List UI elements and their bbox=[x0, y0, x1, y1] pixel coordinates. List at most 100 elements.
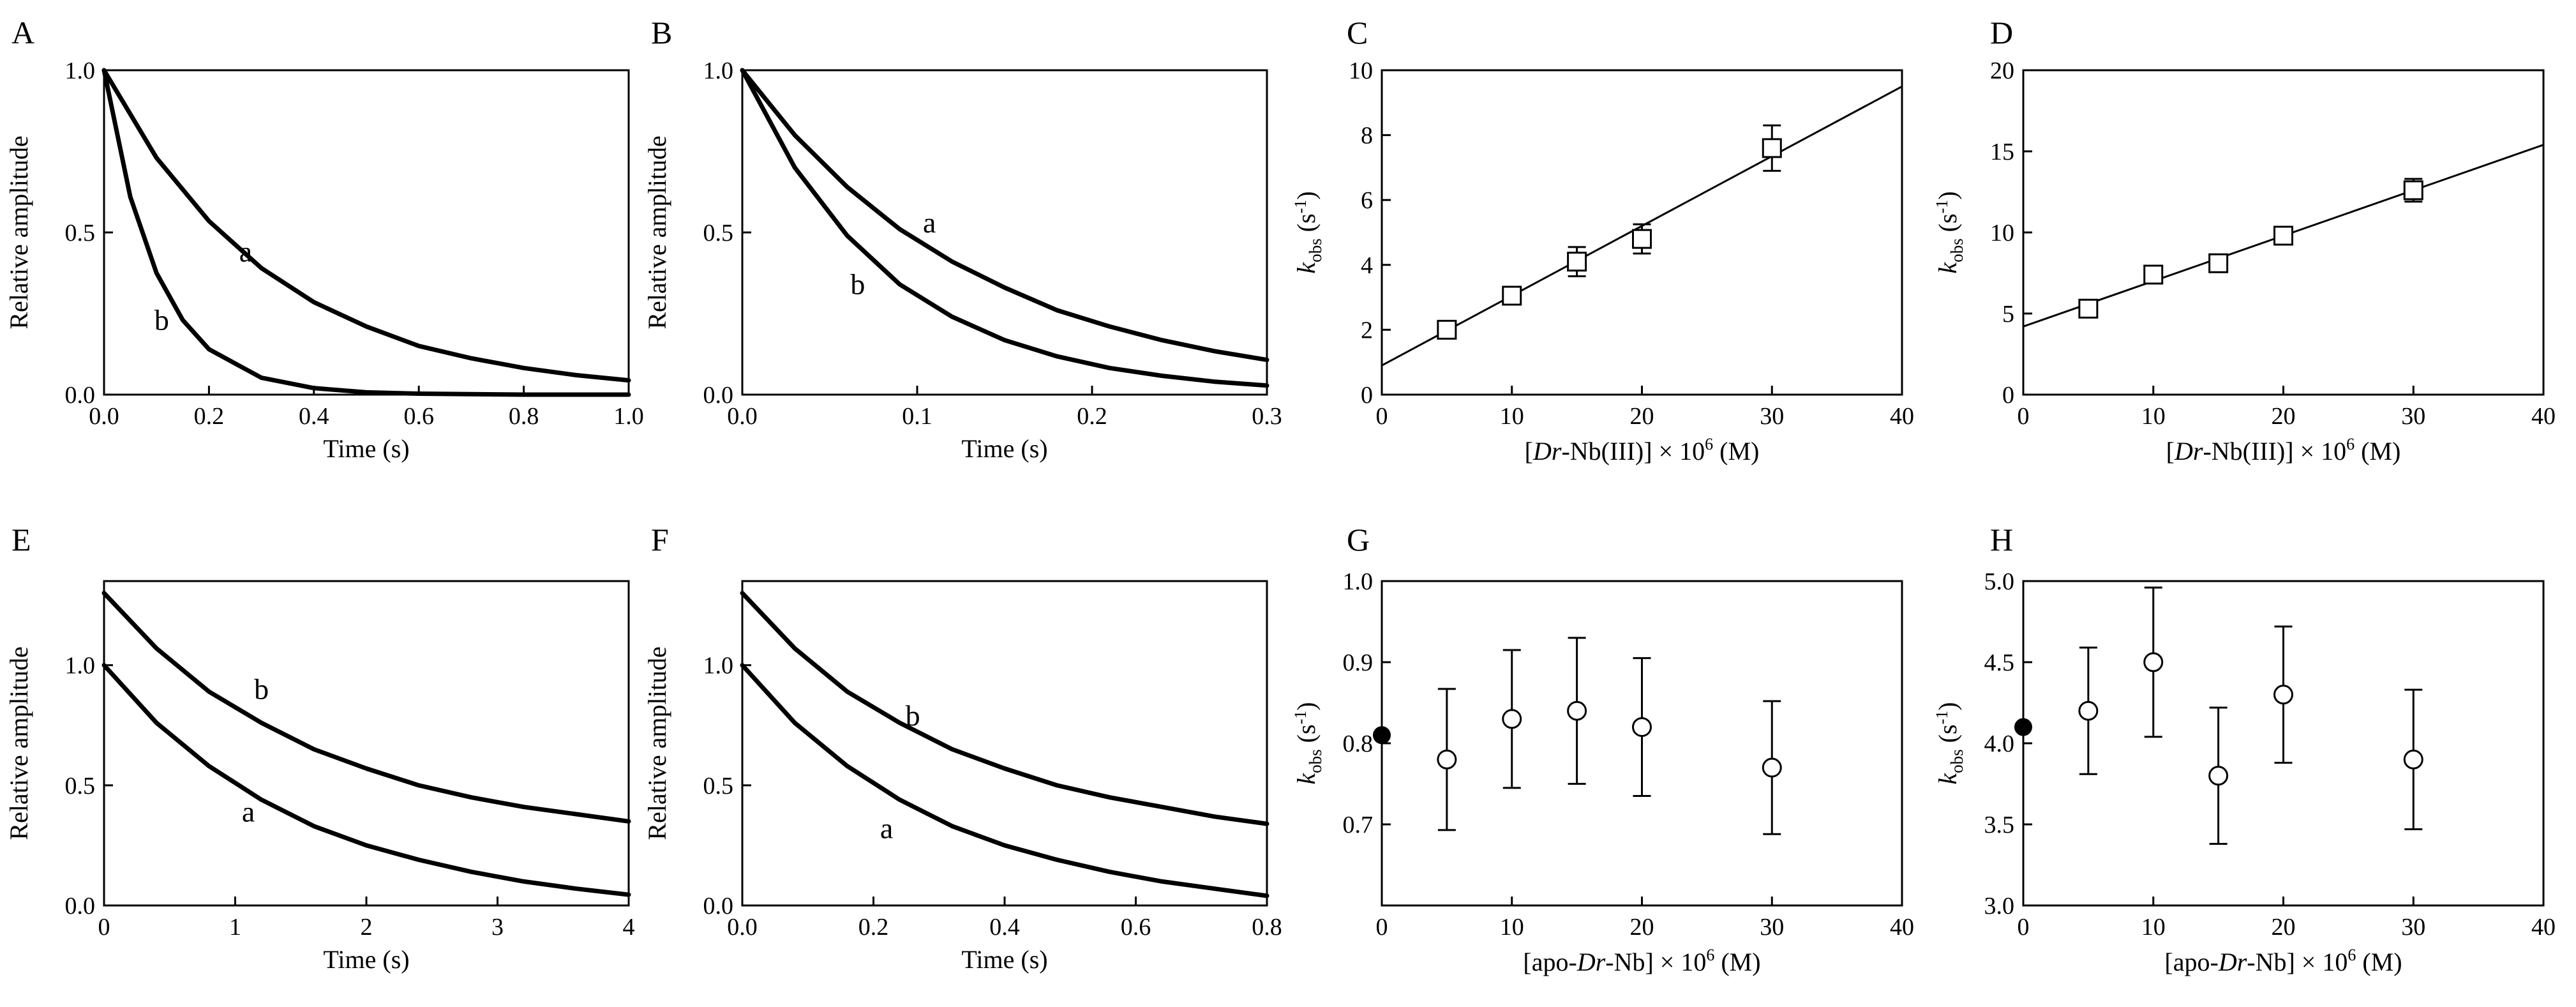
x-tick-label: 0.4 bbox=[989, 914, 1020, 941]
y-axis-label: Relative amplitude bbox=[4, 135, 33, 329]
x-tick-label: 30 bbox=[1760, 403, 1784, 430]
x-axis-label-part: -Nb] × 10 bbox=[1605, 948, 1706, 976]
x-axis-label: Time (s) bbox=[323, 945, 409, 974]
x-tick-label: 30 bbox=[2401, 403, 2425, 430]
y-tick-label: 1.0 bbox=[65, 653, 96, 679]
y-axis-label-part: k bbox=[1933, 773, 1962, 785]
x-tick-label: 0.0 bbox=[727, 403, 758, 430]
x-axis-label-part: Dr bbox=[2218, 948, 2247, 976]
y-tick-label: 15 bbox=[1990, 139, 2014, 165]
x-tick-label: 20 bbox=[1630, 403, 1654, 430]
y-tick-label: 0.8 bbox=[1343, 731, 1374, 757]
x-axis-label-part: Dr bbox=[1576, 948, 1606, 976]
y-tick-label: 0.0 bbox=[65, 893, 96, 920]
y-tick-label: 5.0 bbox=[1984, 568, 2015, 595]
x-tick-label: 0.8 bbox=[509, 403, 539, 430]
series-a-label: a bbox=[880, 812, 893, 845]
data-point bbox=[2273, 225, 2293, 246]
data-point bbox=[1567, 252, 1587, 272]
y-tick-label: 3.5 bbox=[1984, 812, 2015, 838]
y-tick-label: 0.5 bbox=[65, 773, 96, 799]
x-axis-label: Time (s) bbox=[961, 945, 1047, 974]
y-axis-label-part: (s bbox=[1292, 724, 1321, 749]
y-tick-label: 1.0 bbox=[703, 653, 734, 679]
data-point bbox=[1437, 749, 1457, 769]
series-a-label: a bbox=[239, 236, 252, 268]
y-axis-label-part: ) bbox=[1292, 191, 1321, 199]
y-axis-label-part: (s bbox=[1933, 724, 1962, 749]
y-tick-label: 0.5 bbox=[703, 773, 734, 799]
x-tick-label: 10 bbox=[2141, 403, 2166, 430]
x-tick-label: 10 bbox=[1500, 914, 1524, 941]
y-axis-label-part: (s bbox=[1933, 213, 1962, 238]
x-axis-label-part: (M) bbox=[1713, 437, 1759, 466]
x-tick-label: 0.2 bbox=[194, 403, 225, 430]
x-tick-label: 40 bbox=[1890, 914, 1914, 941]
x-axis-label-part: 6 bbox=[1706, 946, 1714, 964]
data-point bbox=[1632, 229, 1652, 249]
x-tick-label: 0.6 bbox=[1121, 914, 1151, 941]
y-tick-label: 0.0 bbox=[65, 382, 96, 409]
y-axis-label: Relative amplitude bbox=[643, 646, 671, 840]
x-tick-label: 10 bbox=[1500, 403, 1524, 430]
y-tick-label: 0.9 bbox=[1343, 649, 1374, 676]
reference-point bbox=[2014, 718, 2032, 736]
y-axis-label-part: ) bbox=[1292, 702, 1321, 710]
panel-letter: C bbox=[1347, 15, 1368, 50]
y-axis-label: kobs (s-1) bbox=[1291, 191, 1325, 273]
data-point bbox=[1502, 709, 1522, 729]
series-b-label: b bbox=[254, 672, 269, 705]
y-axis-label: kobs (s-1) bbox=[1933, 191, 1966, 273]
x-tick-label: 0 bbox=[2018, 403, 2030, 430]
x-tick-label: 0.0 bbox=[727, 914, 758, 941]
series-b-label: b bbox=[850, 268, 865, 301]
data-point bbox=[2403, 749, 2423, 769]
y-tick-label: 2 bbox=[1361, 317, 1373, 344]
x-tick-label: 0.0 bbox=[89, 403, 119, 430]
x-tick-label: 0 bbox=[1376, 914, 1388, 941]
x-axis-label-part: 6 bbox=[2348, 946, 2356, 964]
x-axis-label-part: -Nb(III)] × 10 bbox=[1561, 437, 1705, 466]
data-point bbox=[1437, 319, 1457, 340]
x-tick-label: 40 bbox=[2531, 403, 2556, 430]
panel-d: D 0 10 20 30 40 0 5 10 15 20 [Dr-Nb(III)] × 106 (M)… bbox=[1933, 15, 2556, 466]
x-tick-label: 30 bbox=[1760, 914, 1784, 941]
x-axis-label-part: Dr bbox=[1532, 437, 1562, 466]
x-tick-label: 20 bbox=[1630, 914, 1654, 941]
data-point bbox=[2078, 298, 2099, 319]
y-tick-label: 0.0 bbox=[703, 382, 734, 409]
plot-frame bbox=[103, 69, 630, 396]
y-axis-label: kobs (s-1) bbox=[1291, 702, 1325, 784]
x-tick-label: 2 bbox=[361, 914, 373, 941]
x-tick-label: 0 bbox=[98, 914, 110, 941]
x-tick-label: 20 bbox=[2272, 403, 2296, 430]
x-axis-label-part: [ bbox=[2166, 437, 2175, 466]
x-tick-label: 0 bbox=[1376, 403, 1388, 430]
panel-h: H 0 10 20 30 40 3.0 3.5 4.0 4.5 5.0 [apo-Dr-Nb] × 1… bbox=[1933, 522, 2556, 976]
data-point bbox=[1762, 138, 1782, 158]
panel-b: B 0.0 0.1 0.2 0.3 0.0 0.5 1.0 Time (s) Relative a… bbox=[643, 15, 1282, 463]
y-tick-label: 1.0 bbox=[703, 57, 734, 84]
y-axis-label: Relative amplitude bbox=[4, 646, 33, 840]
series-a-curve bbox=[101, 68, 631, 383]
x-tick-label: 10 bbox=[2141, 914, 2166, 941]
x-tick-label: 40 bbox=[2531, 914, 2556, 941]
panel-letter: A bbox=[11, 15, 34, 50]
panel-letter: F bbox=[651, 522, 669, 557]
y-axis-label-part: -1 bbox=[1933, 200, 1951, 214]
data-point bbox=[2143, 652, 2164, 672]
x-axis-label: [apo-Dr-Nb] × 106 (M) bbox=[2164, 946, 2402, 976]
panel-letter: D bbox=[1990, 15, 2013, 50]
series-b-label: b bbox=[906, 699, 920, 732]
x-tick-label: 4 bbox=[623, 914, 635, 941]
x-tick-label: 0 bbox=[2018, 914, 2030, 941]
x-axis-label-part: [apo- bbox=[2164, 948, 2218, 976]
x-axis-label: [apo-Dr-Nb] × 106 (M) bbox=[1523, 946, 1760, 976]
y-axis-label-part: obs bbox=[1947, 238, 1966, 262]
y-tick-label: 1.0 bbox=[1343, 568, 1374, 595]
data-point bbox=[2208, 253, 2229, 273]
y-tick-label: 10 bbox=[1990, 220, 2014, 246]
x-axis-label: Time (s) bbox=[323, 434, 409, 463]
